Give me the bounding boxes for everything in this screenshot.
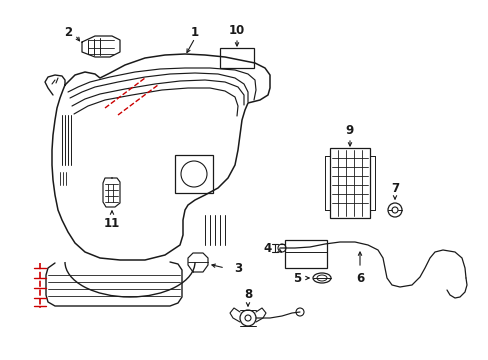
Text: 8: 8 [244, 288, 252, 302]
Text: 2: 2 [64, 26, 72, 39]
Text: 1: 1 [190, 26, 199, 39]
Text: 9: 9 [345, 123, 353, 136]
Bar [285, 240, 326, 268]
Text: 3: 3 [233, 261, 242, 274]
Text: 10: 10 [228, 23, 244, 36]
Text: 6: 6 [355, 271, 364, 284]
Bar [329, 148, 369, 218]
Bar [220, 48, 253, 68]
Text: 5: 5 [292, 271, 301, 284]
Bar [175, 155, 213, 193]
Text: 11: 11 [103, 216, 120, 230]
Text: 7: 7 [390, 181, 398, 194]
Text: 4: 4 [264, 242, 271, 255]
